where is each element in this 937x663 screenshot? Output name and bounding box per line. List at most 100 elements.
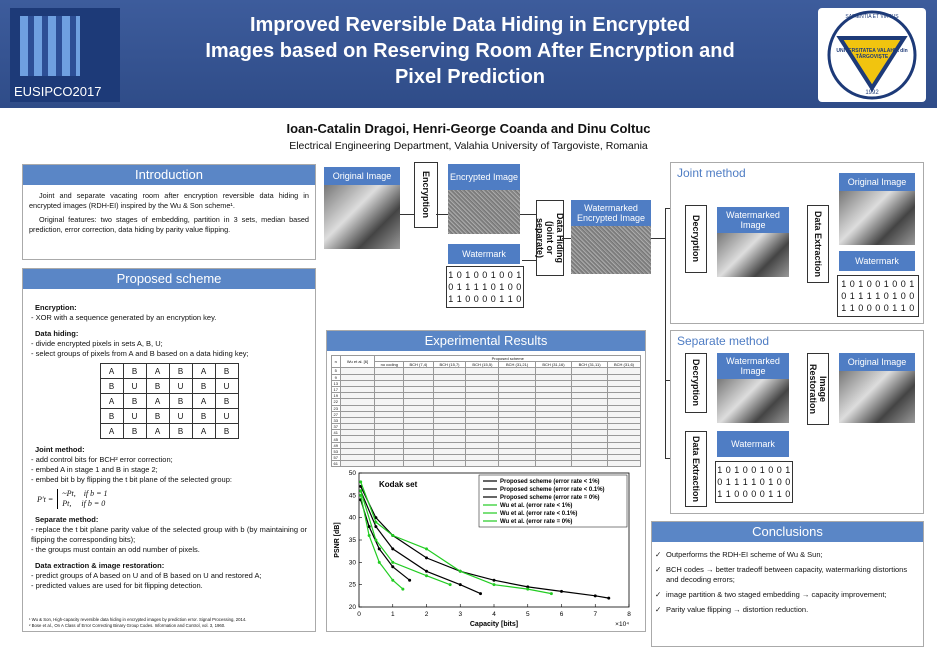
point bbox=[526, 585, 530, 589]
joint-method: Joint method Decryption Watermarked Imag… bbox=[670, 162, 924, 324]
point bbox=[492, 583, 496, 587]
arrow bbox=[436, 214, 448, 215]
step: Data Extraction bbox=[685, 431, 707, 507]
legend-label: Proposed scheme (error rate < 1%) bbox=[500, 479, 600, 485]
header bbox=[0, 0, 937, 108]
block-heading: Data hiding: bbox=[35, 329, 79, 338]
point bbox=[374, 538, 378, 542]
block-heading: Encryption: bbox=[35, 303, 77, 312]
point bbox=[391, 547, 395, 551]
label: Watermark bbox=[839, 251, 915, 271]
point bbox=[560, 589, 563, 593]
grid-cell: B bbox=[145, 408, 170, 424]
legend-label: Wu et al. (error rate < 1%) bbox=[500, 503, 572, 509]
label: Original Image bbox=[839, 173, 915, 191]
block-heading: Data extraction & image restoration: bbox=[35, 561, 165, 570]
conclusion-list: Outperforms the RDH-EI scheme of Wu & Su… bbox=[655, 550, 917, 615]
table-cell bbox=[432, 460, 467, 468]
point bbox=[448, 583, 452, 587]
point bbox=[374, 525, 378, 529]
grid-cell: B bbox=[122, 393, 147, 409]
image bbox=[717, 233, 789, 277]
formula-cases: ~Pt, if b = 1 Pt, if b = 0 bbox=[57, 489, 108, 509]
block-line: - the groups must contain an odd number … bbox=[31, 545, 200, 554]
grid-cell: B bbox=[168, 393, 193, 409]
logo-graphic bbox=[20, 16, 80, 76]
title-line: Pixel Prediction bbox=[394, 66, 546, 88]
bit-row: 1 0 1 0 0 1 0 0 1 bbox=[841, 279, 915, 289]
x-multiplier: ×10⁴ bbox=[615, 621, 629, 628]
step: Data Hiding (joint or separate) bbox=[535, 200, 565, 276]
bits: 1 0 1 0 0 1 0 0 1 0 1 1 1 1 0 1 0 0 1 1 0 … bbox=[837, 275, 919, 317]
formula-case: Pt, if b = 0 bbox=[62, 499, 106, 508]
table-cell bbox=[403, 460, 434, 468]
block-line: - divide encrypted pixels in sets A, B, … bbox=[31, 339, 163, 348]
separate-method: Separate method Decryption Watermarked I… bbox=[670, 330, 924, 514]
point bbox=[479, 592, 482, 596]
y-tick-label: 40 bbox=[349, 515, 357, 522]
grid-cell: B bbox=[168, 423, 193, 439]
point bbox=[425, 556, 428, 560]
legend-label: Wu et al. (error rate = 0%) bbox=[500, 519, 572, 525]
image bbox=[324, 185, 400, 249]
grid-cell: B bbox=[122, 423, 147, 439]
grid-cell: B bbox=[99, 378, 124, 394]
arrow bbox=[665, 208, 666, 458]
footnote: ² Bose et al., On A Class of Error Corre… bbox=[29, 623, 226, 628]
point bbox=[607, 596, 611, 600]
point bbox=[492, 578, 496, 582]
label: Original Image bbox=[324, 167, 400, 185]
legend-label: Proposed scheme (error rate < 0.1%) bbox=[500, 487, 605, 493]
grid-cell: B bbox=[168, 363, 193, 379]
section-heading: Introduction bbox=[23, 165, 315, 185]
table-cell: 61 bbox=[331, 460, 341, 468]
arrow bbox=[522, 260, 536, 261]
footnote: ¹ Wu & Son, High-capacity reversible dat… bbox=[29, 617, 247, 622]
grid-cell: B bbox=[122, 363, 147, 379]
label: Watermarked Encrypted Image bbox=[571, 200, 651, 226]
block-line: - XOR with a sequence generated by an en… bbox=[31, 313, 217, 322]
y-tick-label: 35 bbox=[349, 537, 357, 544]
series-line bbox=[360, 486, 609, 599]
block-line: - select groups of pixels from A and B b… bbox=[31, 349, 249, 358]
point bbox=[549, 592, 553, 596]
logo-left: EUSIPCO2017 bbox=[10, 8, 120, 102]
table-row: 13 bbox=[331, 379, 641, 387]
point bbox=[401, 587, 405, 591]
logo-text: EUSIPCO2017 bbox=[14, 84, 102, 99]
x-tick-label: 6 bbox=[560, 611, 564, 618]
formula-lhs: P′t = bbox=[37, 494, 54, 504]
point bbox=[458, 583, 462, 587]
grid-cell: B bbox=[214, 423, 239, 439]
table-cell bbox=[374, 460, 405, 468]
point bbox=[408, 578, 412, 582]
table-header: n bbox=[331, 354, 341, 369]
block-line: - embed bit b by flipping the t bit plan… bbox=[31, 475, 232, 484]
block-line: - predict groups of A based on U and of … bbox=[31, 571, 262, 580]
label: Watermarked Image bbox=[717, 207, 789, 233]
grid-cell: U bbox=[168, 408, 193, 424]
bit-row: 0 1 1 1 1 0 1 0 0 bbox=[448, 282, 522, 292]
bits: 1 0 1 0 0 1 0 0 1 0 1 1 1 1 0 1 0 0 1 1 0 … bbox=[446, 266, 524, 308]
grid-cell: A bbox=[99, 393, 124, 409]
arrow bbox=[400, 214, 414, 215]
label: Watermarked Image bbox=[717, 353, 789, 379]
point bbox=[391, 560, 395, 564]
bit-row: 1 1 0 0 0 0 1 1 0 bbox=[448, 294, 522, 304]
label: Watermark bbox=[448, 244, 520, 264]
affiliation: Electrical Engineering Department, Valah… bbox=[289, 140, 648, 152]
arrow bbox=[520, 214, 536, 215]
section-heading: Joint method bbox=[677, 166, 746, 180]
point bbox=[391, 534, 395, 538]
point bbox=[425, 547, 428, 551]
table-row: 23 bbox=[331, 404, 641, 412]
grid-cell: A bbox=[191, 423, 216, 439]
table-cell bbox=[339, 460, 376, 468]
title-line: Images based on Reserving Room After Enc… bbox=[205, 40, 735, 62]
introduction: Introduction Joint and separate vacating… bbox=[22, 164, 316, 260]
conclusions: Conclusions Outperforms the RDH-EI schem… bbox=[651, 521, 924, 647]
label: Original Image bbox=[839, 353, 915, 371]
grid-cell: U bbox=[122, 378, 147, 394]
arrow bbox=[651, 238, 665, 239]
